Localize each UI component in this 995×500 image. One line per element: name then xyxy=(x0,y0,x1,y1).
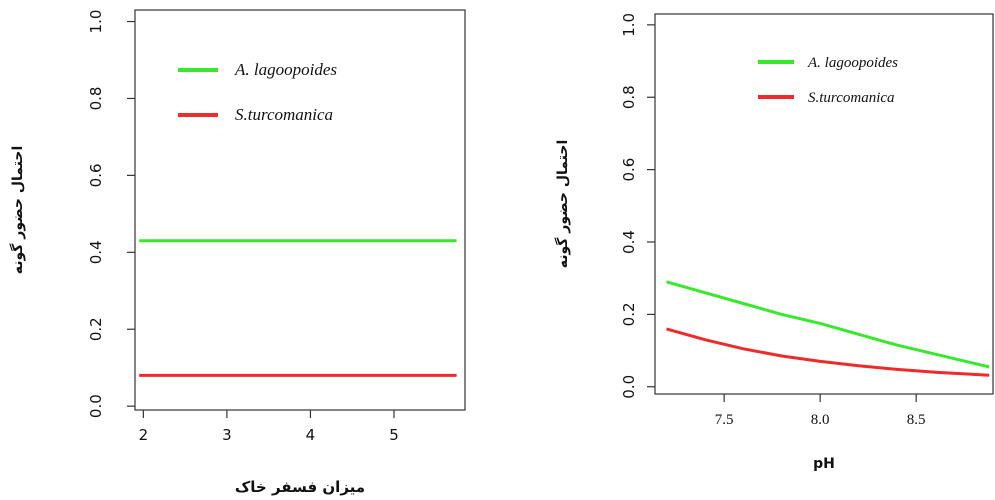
p2-y-tick-label: 1.0 xyxy=(620,13,638,37)
p1-legend-label: A. lagoopoides xyxy=(234,60,337,79)
p2-plot-frame xyxy=(654,13,994,395)
p1-y-tick-label: 0.0 xyxy=(87,394,105,418)
p1-y-axis-label: احتمال حضور گونه xyxy=(9,146,26,275)
p2-x-tick-label: 8.5 xyxy=(907,412,926,428)
p2-x-tick-label: 8.0 xyxy=(811,412,830,428)
p1-plot-frame xyxy=(134,9,466,411)
p1-x-axis-label: میزان فسفر خاک xyxy=(235,478,365,496)
p2-y-axis-label: احتمال حضور گونه xyxy=(554,140,571,269)
p1-y-tick-label: 0.4 xyxy=(87,240,105,264)
p2-y-tick-label: 0.8 xyxy=(620,85,638,109)
p1-x-tick-label: 5 xyxy=(389,426,399,444)
p2-y-tick-label: 0.6 xyxy=(620,158,638,182)
p1-legend-label: S.turcomanica xyxy=(235,105,333,124)
p1-y-tick-label: 0.8 xyxy=(87,87,105,111)
p2-x-tick-label: 7.5 xyxy=(715,412,734,428)
p2-y-tick-label: 0.4 xyxy=(620,230,638,254)
p1-y-tick-label: 0.6 xyxy=(87,163,105,187)
p1-x-tick-label: 3 xyxy=(222,426,232,444)
p2-series-line-a-lagoopoides xyxy=(666,280,990,369)
p2-x-axis-label: pH xyxy=(813,456,835,472)
p1-y-tick-label: 0.2 xyxy=(87,317,105,341)
p1-y-tick-label: 1.0 xyxy=(87,10,105,34)
p2-legend-label: A. lagoopoides xyxy=(807,55,898,71)
p2-y-tick-label: 0.0 xyxy=(620,375,638,399)
p1-x-tick-label: 2 xyxy=(139,426,149,444)
p1-x-tick-label: 4 xyxy=(306,426,316,444)
p2-series-line-s-turcomanica xyxy=(666,327,990,377)
p2-y-tick-label: 0.2 xyxy=(620,302,638,326)
p2-legend-label: S.turcomanica xyxy=(808,90,895,106)
